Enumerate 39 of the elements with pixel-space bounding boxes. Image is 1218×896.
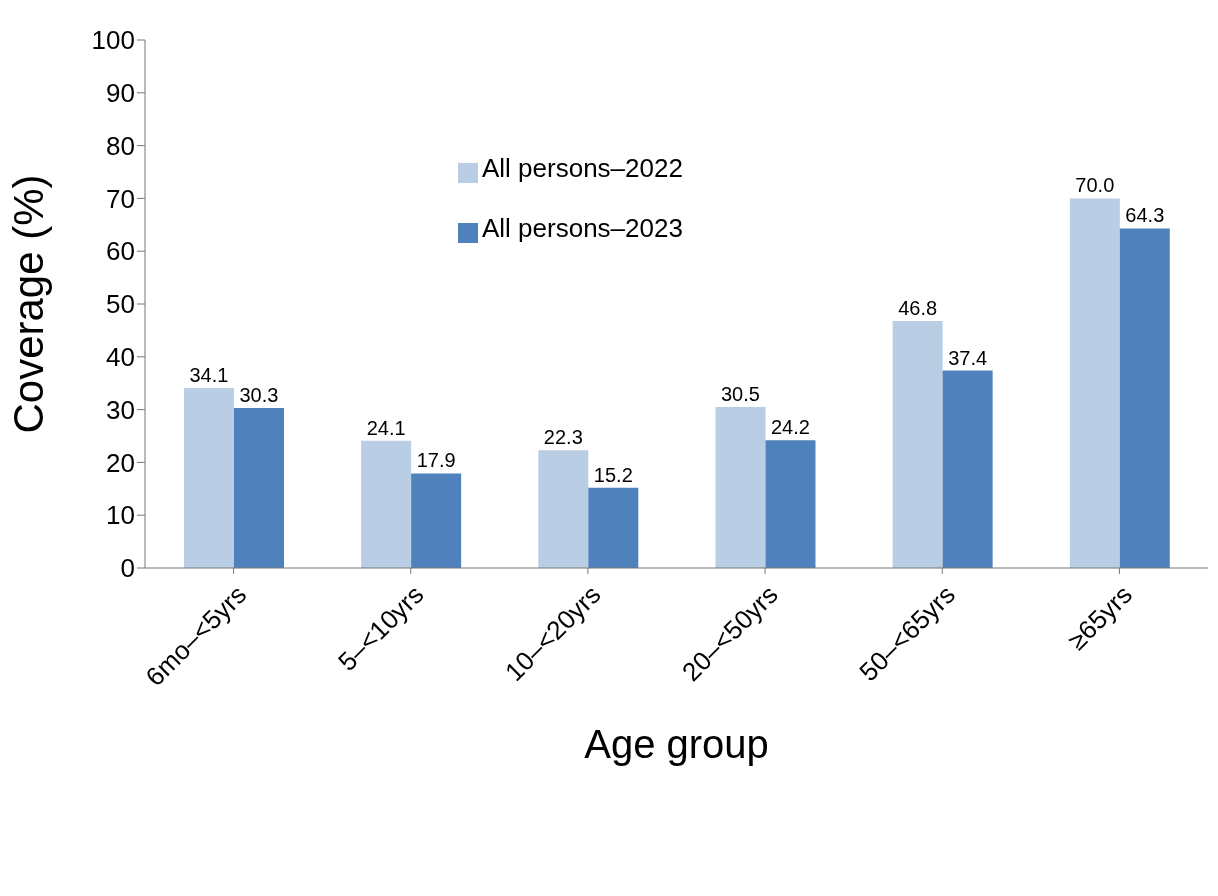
x-axis-title: Age group: [584, 722, 769, 766]
bar: [411, 473, 462, 568]
data-label: 37.4: [948, 346, 988, 369]
data-label: 24.2: [771, 416, 810, 439]
bar: [942, 370, 993, 568]
y-axis-title: Coverage (%): [4, 174, 52, 434]
bar: [538, 450, 589, 568]
bar: [765, 440, 816, 568]
y-tick-label: 60: [106, 236, 135, 267]
bar: [183, 387, 234, 568]
data-label: 24.1: [366, 416, 406, 439]
bar: [588, 487, 639, 568]
bar: [892, 320, 943, 568]
y-tick-label: 20: [106, 447, 135, 478]
data-label: 17.9: [416, 449, 456, 472]
data-label: 70.0: [1075, 174, 1115, 197]
y-tick-label: 10: [106, 500, 135, 531]
bar: [233, 408, 284, 568]
bar: [715, 406, 766, 568]
y-tick-label: 70: [106, 183, 135, 214]
legend-label: All persons–2023: [482, 213, 683, 243]
y-tick-label: 30: [106, 394, 135, 425]
data-label: 46.8: [898, 296, 938, 319]
data-label: 64.3: [1125, 204, 1165, 227]
y-tick-label: 40: [106, 342, 135, 373]
bar: [1069, 198, 1120, 568]
bar: [361, 440, 412, 568]
data-label: 34.1: [189, 363, 229, 386]
bar: [1119, 228, 1170, 568]
data-label: 30.5: [721, 382, 760, 405]
y-tick-label: 0: [120, 553, 135, 584]
y-tick-label: 100: [91, 25, 135, 56]
data-label: 15.2: [593, 463, 633, 486]
y-tick-label: 50: [106, 289, 135, 320]
data-label: 22.3: [543, 426, 583, 449]
y-tick-label: 80: [106, 130, 135, 161]
legend-label: All persons–2022: [482, 153, 683, 183]
y-tick-label: 90: [106, 78, 135, 109]
data-label: 30.3: [239, 384, 279, 407]
